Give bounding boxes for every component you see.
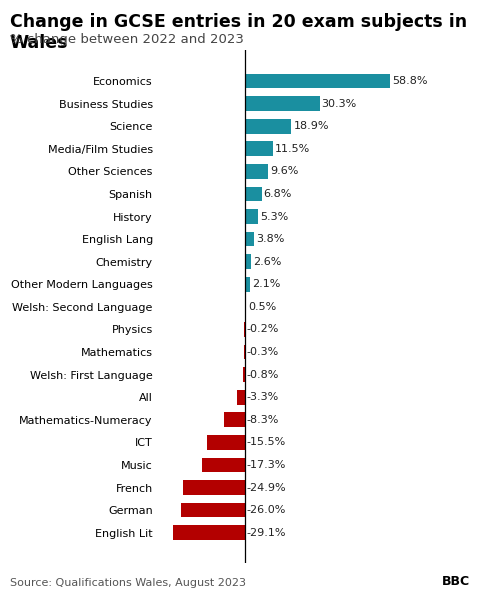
Text: 6.8%: 6.8% xyxy=(264,189,292,199)
Bar xyxy=(224,413,245,427)
Text: 30.3%: 30.3% xyxy=(322,98,357,109)
Bar xyxy=(244,345,245,359)
Bar xyxy=(245,277,250,292)
Text: 5.3%: 5.3% xyxy=(260,212,288,222)
Bar xyxy=(245,209,258,224)
Text: 58.8%: 58.8% xyxy=(392,76,427,86)
Text: -15.5%: -15.5% xyxy=(247,438,286,447)
Text: BBC: BBC xyxy=(442,575,470,588)
Text: -17.3%: -17.3% xyxy=(247,460,286,470)
Bar xyxy=(245,74,390,88)
Bar xyxy=(202,458,245,472)
Bar xyxy=(183,480,245,495)
Bar xyxy=(245,299,246,314)
Bar xyxy=(245,96,320,111)
Text: 9.6%: 9.6% xyxy=(270,167,299,176)
Text: 11.5%: 11.5% xyxy=(275,144,311,154)
Bar xyxy=(245,119,291,133)
Text: 18.9%: 18.9% xyxy=(293,121,329,131)
Text: -0.3%: -0.3% xyxy=(247,347,279,357)
Text: Change in GCSE entries in 20 exam subjects in Wales: Change in GCSE entries in 20 exam subjec… xyxy=(10,13,467,52)
Bar xyxy=(206,435,245,449)
Bar xyxy=(180,503,245,518)
Text: 2.1%: 2.1% xyxy=(252,279,280,289)
Text: -3.3%: -3.3% xyxy=(247,392,279,402)
Text: 2.6%: 2.6% xyxy=(253,257,282,267)
Bar xyxy=(245,254,251,269)
Bar xyxy=(245,187,262,201)
Bar xyxy=(173,525,245,540)
Text: 0.5%: 0.5% xyxy=(248,302,276,312)
Bar xyxy=(237,390,245,404)
Bar xyxy=(244,322,245,337)
Bar xyxy=(243,367,245,382)
Text: -26.0%: -26.0% xyxy=(247,505,286,515)
Bar xyxy=(245,164,268,178)
Text: % change between 2022 and 2023: % change between 2022 and 2023 xyxy=(10,33,243,46)
Text: -8.3%: -8.3% xyxy=(247,415,279,425)
Text: -0.8%: -0.8% xyxy=(247,369,279,380)
Text: Source: Qualifications Wales, August 2023: Source: Qualifications Wales, August 202… xyxy=(10,578,246,588)
Text: -0.2%: -0.2% xyxy=(247,324,279,334)
Bar xyxy=(245,142,273,156)
Text: -29.1%: -29.1% xyxy=(247,528,286,538)
Bar xyxy=(245,232,254,247)
Text: -24.9%: -24.9% xyxy=(247,483,287,493)
Text: 3.8%: 3.8% xyxy=(256,234,285,244)
